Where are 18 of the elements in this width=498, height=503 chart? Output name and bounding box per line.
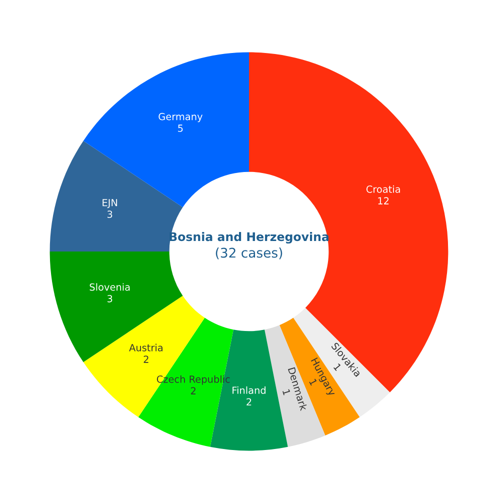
data-label: 12 [378, 197, 389, 204]
data-label: 2 [190, 387, 196, 394]
data-label: 2 [144, 356, 148, 363]
donut-slice [83, 52, 249, 208]
slice-label: Germany [158, 112, 203, 122]
slice-label: Croatia [366, 185, 400, 193]
donut-slice [279, 318, 360, 436]
slice-label: EJN [102, 199, 118, 208]
donut-slice [50, 252, 183, 362]
text: (32 cases) [216, 248, 282, 260]
data-label: 5 [178, 124, 183, 132]
data-label: 1 [282, 389, 290, 396]
slice-label: Finland [232, 386, 266, 394]
data-label: 2 [246, 398, 252, 406]
slice-label: Austria [129, 344, 162, 352]
slice-label: Slovenia [90, 283, 130, 291]
data-label: 3 [107, 294, 112, 302]
data-label: 3 [107, 210, 112, 218]
